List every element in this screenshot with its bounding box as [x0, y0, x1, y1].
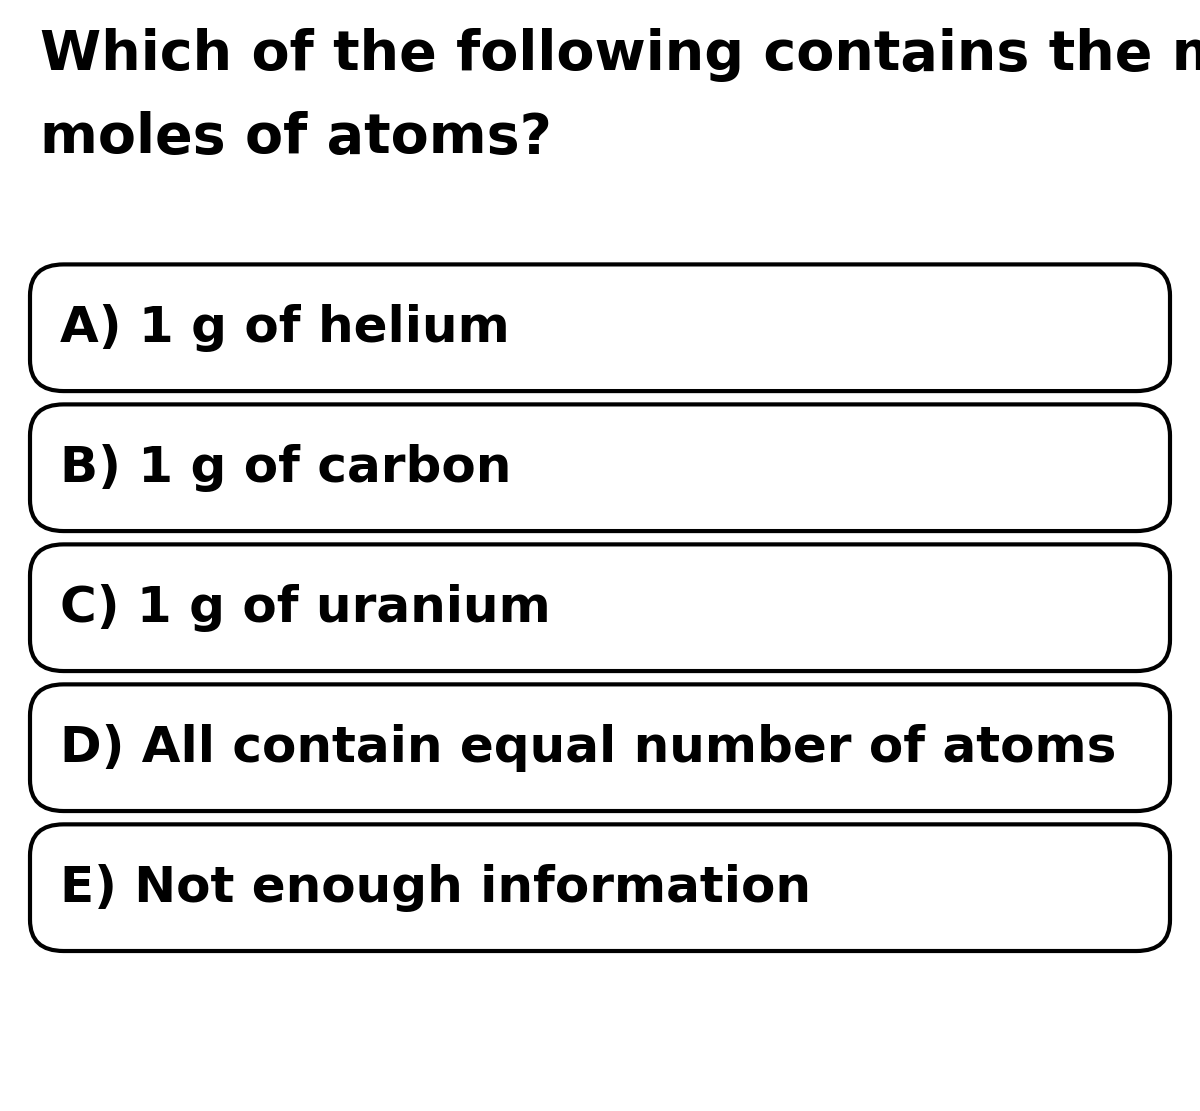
FancyBboxPatch shape	[30, 684, 1170, 811]
FancyBboxPatch shape	[30, 264, 1170, 391]
Text: Which of the following contains the most: Which of the following contains the most	[40, 28, 1200, 82]
Text: moles of atoms?: moles of atoms?	[40, 111, 552, 166]
FancyBboxPatch shape	[30, 404, 1170, 531]
Text: C) 1 g of uranium: C) 1 g of uranium	[60, 583, 551, 632]
Text: B) 1 g of carbon: B) 1 g of carbon	[60, 443, 511, 492]
FancyBboxPatch shape	[30, 824, 1170, 951]
Text: E) Not enough information: E) Not enough information	[60, 863, 811, 912]
FancyBboxPatch shape	[30, 544, 1170, 671]
Text: D) All contain equal number of atoms: D) All contain equal number of atoms	[60, 723, 1116, 772]
Text: A) 1 g of helium: A) 1 g of helium	[60, 303, 510, 352]
